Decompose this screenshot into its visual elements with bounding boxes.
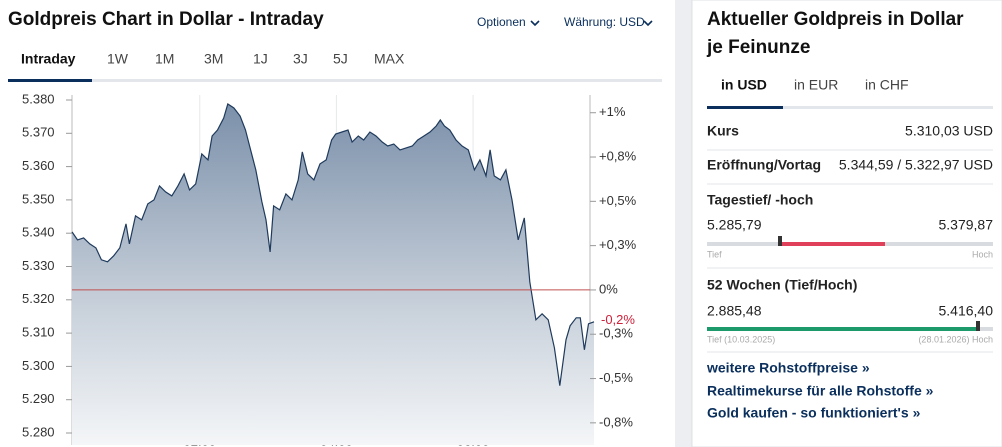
tab-active-underline: [707, 106, 783, 109]
row-value: 5.310,03 USD: [905, 123, 993, 139]
range-tab[interactable]: 1M: [155, 51, 174, 67]
range-marker: [778, 236, 782, 246]
range-tab[interactable]: MAX: [374, 51, 405, 67]
y-tick-label: 5.300: [22, 358, 55, 373]
y-tick-label: 5.310: [22, 325, 55, 340]
range-tab[interactable]: 3J: [293, 51, 308, 67]
y-tick-label: 5.290: [22, 391, 55, 406]
quote-title: Aktueller Goldpreis in Dollar: [707, 9, 964, 30]
range-tab[interactable]: 1J: [253, 51, 268, 67]
range-caption: (28.01.2026) Hoch: [918, 334, 993, 344]
chart: 02:0004:0006:005.3805.3705.3605.3505.340…: [22, 91, 637, 447]
y-tick-label: 5.340: [22, 225, 55, 240]
tab-active-underline: [8, 79, 92, 82]
tab-rule: [707, 106, 993, 109]
area-fill: [72, 104, 594, 445]
range-caption: Hoch: [972, 249, 993, 259]
price-line: [71, 103, 595, 386]
range-tab[interactable]: 3M: [204, 51, 223, 67]
tab-rule: [8, 79, 662, 82]
range-label: Tagestief/ -hoch: [707, 192, 813, 208]
range-low: 5.285,79: [707, 217, 762, 233]
y-tick-label: 5.320: [22, 291, 55, 306]
quote-panel: [691, 0, 1002, 447]
options-menu[interactable]: Optionen: [477, 15, 526, 29]
panel-title: Goldpreis Chart in Dollar - Intraday: [8, 9, 324, 30]
range-segment: [780, 242, 885, 246]
y2-tick-label: +0,5%: [599, 193, 637, 208]
y2-tick-label: +0,3%: [599, 237, 637, 252]
range-high: 5.416,40: [939, 303, 994, 319]
row-label: Eröffnung/Vortag: [707, 157, 821, 173]
y-tick-label: 5.330: [22, 258, 55, 273]
annotation: -0,2%: [601, 312, 635, 327]
y2-tick-label: -0,5%: [599, 370, 633, 385]
y2-tick-label: +1%: [599, 104, 626, 119]
currency-tab[interactable]: in EUR: [794, 77, 838, 93]
y-tick-label: 5.280: [22, 424, 55, 439]
range-tab[interactable]: 1W: [107, 51, 129, 67]
currency-tab[interactable]: in USD: [721, 77, 767, 93]
range-caption: Tief: [707, 249, 722, 259]
row-value: 5.344,59 / 5.322,97 USD: [839, 157, 993, 173]
y2-tick-label: +0,8%: [599, 148, 637, 163]
link[interactable]: Gold kaufen - so funktioniert's »: [707, 405, 921, 421]
y2-tick-label: 0%: [599, 281, 618, 296]
range-label: 52 Wochen (Tief/Hoch): [707, 277, 857, 293]
chevron: [530, 20, 540, 27]
y-tick-label: 5.360: [22, 158, 55, 173]
range-caption: Tief (10.03.2025): [707, 334, 775, 344]
range-tab[interactable]: 5J: [333, 51, 348, 67]
range-tab[interactable]: Intraday: [21, 51, 76, 67]
quote-title: je Feinunze: [706, 37, 810, 58]
y-tick-label: 5.380: [22, 91, 55, 106]
currency-menu[interactable]: Währung: USD: [564, 15, 645, 29]
range-segment: [707, 327, 978, 331]
currency-tab[interactable]: in CHF: [865, 77, 909, 93]
range-marker: [976, 321, 980, 331]
y2-tick-label: -0,8%: [599, 414, 633, 429]
y2-tick-label: -0,3%: [599, 326, 633, 341]
link[interactable]: weitere Rohstoffpreise »: [706, 360, 870, 376]
range-tabs: Intraday 1W 1M 3M 1J 3J 5J MAX: [21, 51, 405, 67]
y-tick-label: 5.370: [22, 125, 55, 140]
chevron: [643, 20, 653, 27]
row-label: Kurs: [707, 123, 739, 139]
range-high: 5.379,87: [939, 217, 994, 233]
y-tick-label: 5.350: [22, 191, 55, 206]
range-low: 2.885,48: [707, 303, 762, 319]
link[interactable]: Realtimekurse für alle Rohstoffe »: [707, 383, 934, 399]
